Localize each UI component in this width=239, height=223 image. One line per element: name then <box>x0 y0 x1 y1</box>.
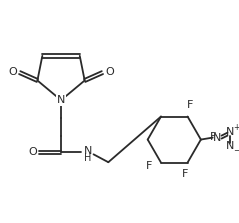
Text: O: O <box>105 67 114 77</box>
Text: O: O <box>28 147 37 157</box>
Text: F: F <box>181 169 188 179</box>
Text: N: N <box>83 146 92 156</box>
Text: −: − <box>233 146 239 155</box>
Text: F: F <box>146 161 152 171</box>
Text: N: N <box>226 127 235 137</box>
Text: O: O <box>8 67 17 77</box>
Text: N: N <box>226 141 235 151</box>
Text: N: N <box>57 95 65 105</box>
Text: N: N <box>212 133 221 142</box>
Text: F: F <box>187 100 194 110</box>
Text: H: H <box>84 153 91 163</box>
Text: F: F <box>210 132 216 142</box>
Text: +: + <box>233 123 239 132</box>
